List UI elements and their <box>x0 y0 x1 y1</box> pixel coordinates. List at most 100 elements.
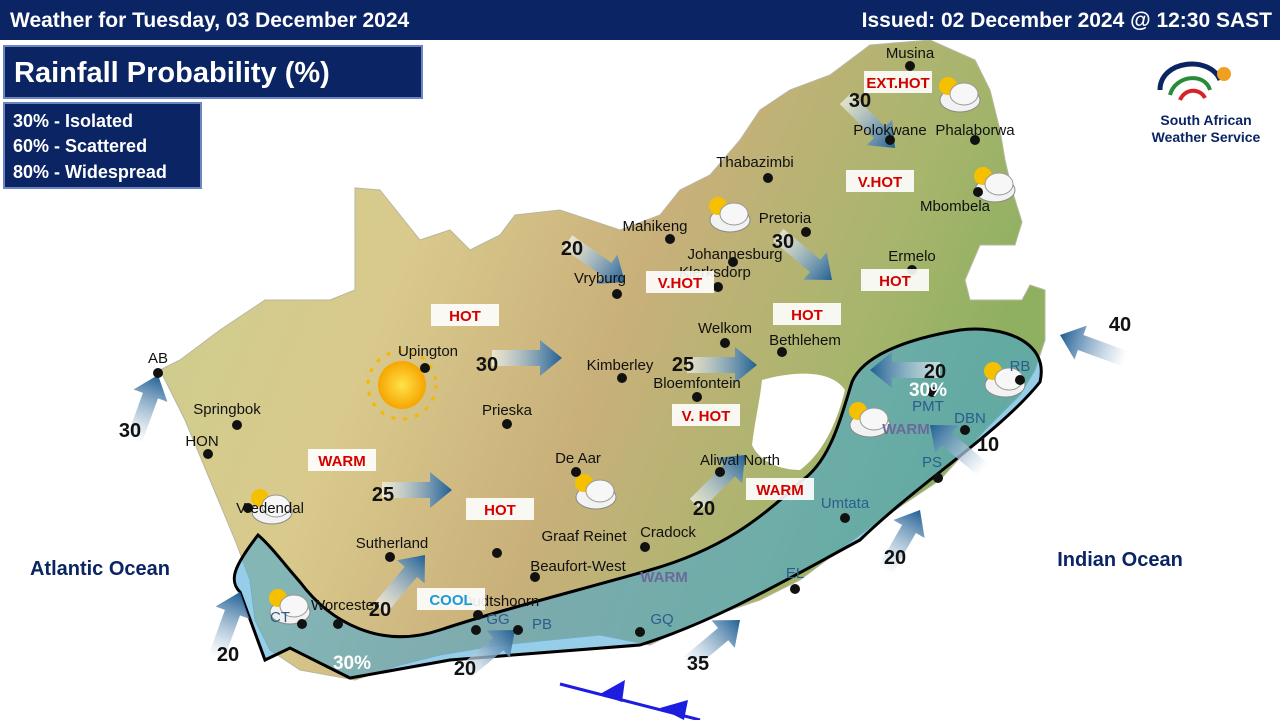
city-dot <box>973 187 983 197</box>
wind-value: 30 <box>119 420 141 442</box>
wind-value: 30 <box>476 354 498 376</box>
arrow-shape <box>492 340 562 376</box>
temperature-label: WARM <box>882 421 930 438</box>
temperature-label: COOL <box>429 592 472 609</box>
temp-tag-bg <box>864 71 932 93</box>
temperature-label: WARM <box>756 482 804 499</box>
city-dot <box>333 619 343 629</box>
arrow-shape <box>382 472 452 508</box>
city-dot <box>420 363 430 373</box>
wind-value: 30 <box>772 231 794 253</box>
city-dot <box>777 347 787 357</box>
city-dot <box>1015 375 1025 385</box>
temp-tag-bg <box>746 478 814 500</box>
legend-item: 30% - Isolated <box>13 111 133 131</box>
city-label: Beaufort-West <box>530 558 626 575</box>
city-dot <box>297 619 307 629</box>
city-dot <box>203 449 213 459</box>
city-label: Mbombela <box>920 198 991 215</box>
city-dot <box>232 420 242 430</box>
city-dot <box>492 548 502 558</box>
arrow-shape <box>687 347 757 383</box>
city-label: GG <box>486 611 509 628</box>
city-dot <box>713 282 723 292</box>
city-dot <box>763 173 773 183</box>
temp-tag-bg <box>672 404 740 426</box>
city-dot <box>840 513 850 523</box>
title-box <box>3 45 423 99</box>
logo <box>1157 61 1231 101</box>
city-label: Bethlehem <box>769 332 841 349</box>
city-dot <box>801 227 811 237</box>
city-dot <box>530 572 540 582</box>
city-dot <box>243 503 253 513</box>
temp-tag-bg <box>417 588 485 610</box>
wind-arrow <box>382 472 452 508</box>
city-label: Welkom <box>698 320 752 337</box>
temp-tag-bg <box>646 271 714 293</box>
city-label: Thabazimbi <box>716 154 794 171</box>
temperature-label: HOT <box>879 273 911 290</box>
temperature-label: HOT <box>791 307 823 324</box>
wind-value: 25 <box>372 484 394 506</box>
wind-arrow <box>689 455 745 511</box>
arrow-shape <box>681 620 740 672</box>
sun-icon <box>366 349 438 421</box>
city-label: HON <box>185 433 218 450</box>
cloud-icon <box>585 479 615 503</box>
arrow-shape <box>373 555 425 614</box>
city-dot <box>692 392 702 402</box>
city-label: Upington <box>398 343 458 360</box>
arrow-shape <box>208 592 250 661</box>
temperature-label: V.HOT <box>658 275 702 292</box>
city-dot <box>665 234 675 244</box>
wind-arrow <box>456 630 515 682</box>
temperature-label: V. HOT <box>682 408 731 425</box>
city-dot <box>970 135 980 145</box>
city-dot <box>153 368 163 378</box>
temperature-label: HOT <box>449 308 481 325</box>
arrow-shape <box>878 510 925 575</box>
wind-arrow <box>373 555 425 614</box>
temp-tag-bg <box>431 304 499 326</box>
front-marker <box>600 680 688 720</box>
cloud-icon <box>949 82 979 106</box>
arrow-shape <box>930 425 989 477</box>
panel-title: Rainfall Probability (%) <box>14 57 330 89</box>
city-dot <box>617 373 627 383</box>
wind-value: 35 <box>687 653 709 675</box>
city-label: PB <box>532 616 552 633</box>
wind-arrow <box>208 592 250 661</box>
city-dot <box>728 257 738 267</box>
city-label: GQ <box>650 611 673 628</box>
wind-value: 25 <box>672 354 694 376</box>
city-dot <box>571 467 581 477</box>
ocean-label: Indian Ocean <box>1057 549 1183 571</box>
temperature-label: WARM <box>640 569 688 586</box>
city-dot <box>513 625 523 635</box>
wind-arrow <box>492 340 562 376</box>
city-label: Umtata <box>821 495 870 512</box>
legend-item: 60% - Scattered <box>13 136 147 156</box>
wind-value: 10 <box>977 434 999 456</box>
wind-arrow <box>773 228 832 280</box>
temp-tag-bg <box>846 170 914 192</box>
city-label: CT <box>270 609 290 626</box>
city-dot <box>471 625 481 635</box>
header-right: Issued: 02 December 2024 @ 12:30 SAST <box>862 9 1273 32</box>
city-dot <box>612 289 622 299</box>
cloud-icon <box>859 407 889 431</box>
wind-arrow <box>563 235 625 285</box>
city-label: Aliwal North <box>700 452 780 469</box>
city-label: DBN <box>954 410 986 427</box>
lesotho-gap <box>752 373 845 470</box>
city-label: PMT <box>912 398 944 415</box>
city-dot <box>385 552 395 562</box>
wind-arrow <box>878 510 925 575</box>
city-label: Pretoria <box>759 210 812 227</box>
temperature-label: WARM <box>318 453 366 470</box>
temp-tag-bg <box>861 269 929 291</box>
arrow-shape <box>870 352 940 388</box>
city-dot <box>640 542 650 552</box>
ocean-label: Atlantic Ocean <box>30 558 170 580</box>
